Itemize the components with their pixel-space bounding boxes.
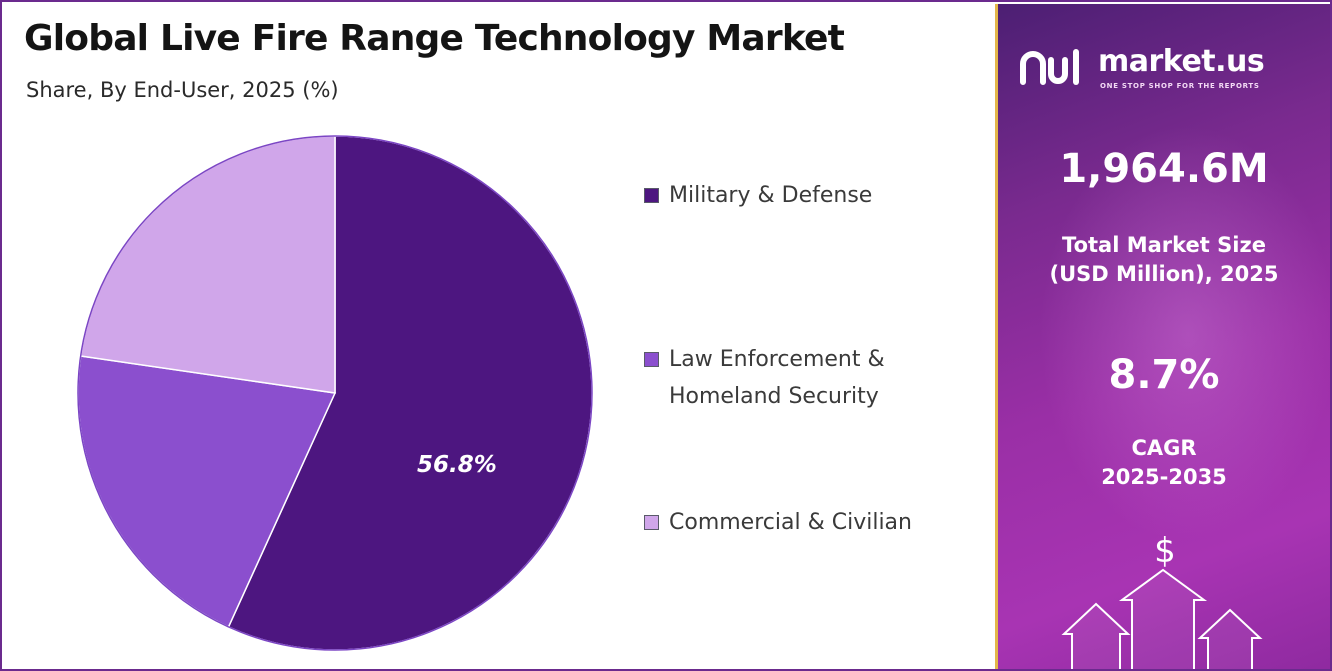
legend-swatch [644, 352, 659, 367]
panel-divider [995, 4, 998, 669]
market-size-label-line2: (USD Million), 2025 [1049, 262, 1279, 286]
legend-label: Military & Defense [669, 177, 969, 214]
panel-glow [1038, 124, 1330, 544]
pie-data-label-1: 56.8% [417, 452, 497, 478]
pie-slice-3 [79, 135, 336, 394]
arrow-up-icon-center [1118, 568, 1208, 669]
legend-item-3: Commercial & Civilian [644, 504, 969, 541]
legend-label-line-1: Commercial & Civilian [669, 510, 912, 535]
legend-swatch [644, 515, 659, 530]
chart-title: Global Live Fire Range Technology Market [24, 18, 845, 59]
growth-arrows-decoration: $ [1061, 531, 1263, 669]
summary-panel: market.us ONE STOP SHOP FOR THE REPORTS … [998, 4, 1330, 669]
legend-swatch [644, 188, 659, 203]
cagr-value: 8.7% [1108, 352, 1220, 398]
market-size-label-line1: Total Market Size [1062, 233, 1266, 257]
legend-item-2: Law Enforcement & Homeland Security [644, 341, 969, 415]
brand-tagline: ONE STOP SHOP FOR THE REPORTS [1100, 82, 1260, 90]
chart-subtitle: Share, By End-User, 2025 (%) [26, 78, 339, 102]
pie-outline [77, 135, 593, 651]
arrow-up-icon-right [1197, 608, 1263, 669]
cagr-label-line2: 2025-2035 [1101, 465, 1227, 489]
brand-name: market.us [1098, 44, 1265, 79]
legend-item-1: Military & Defense [644, 177, 969, 214]
brand-logo-block: market.us ONE STOP SHOP FOR THE REPORTS [1020, 44, 1320, 94]
market-us-logo-icon [1020, 49, 1079, 85]
legend-label-line-1: Law Enforcement & [669, 347, 885, 372]
arrow-up-icon-left [1061, 602, 1131, 669]
cagr-label-line1: CAGR [1131, 436, 1197, 460]
legend-label-line-1: Military & Defense [669, 183, 873, 208]
pie-chart: 56.8% [77, 135, 593, 651]
legend-label: Commercial & Civilian [669, 504, 969, 541]
dollar-icon: $ [1154, 531, 1176, 571]
legend-label: Law Enforcement & Homeland Security [669, 341, 969, 415]
chart-panel: 56.8% Global Live Fire Range Technology … [4, 4, 995, 669]
legend-label-line-2: Homeland Security [669, 384, 879, 409]
market-size-value: 1,964.6M [1059, 146, 1269, 192]
chart-legend: Military & Defense Law Enforcement & Homel… [644, 4, 984, 669]
